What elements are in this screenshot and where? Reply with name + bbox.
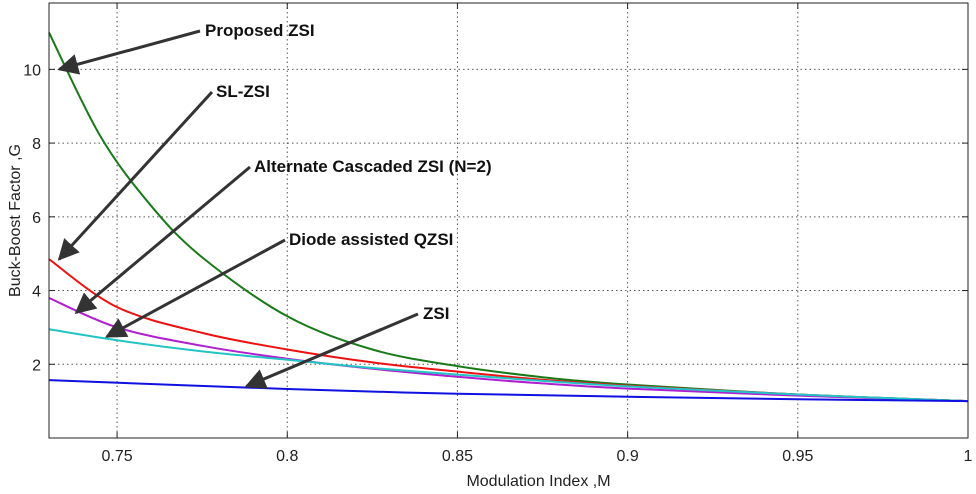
plot-area-frame [48, 2, 969, 439]
ticks: 0.75 0.8 0.85 0.9 0.95 1 2 4 6 8 10 [23, 3, 973, 465]
annotation-arrow [74, 165, 251, 315]
x-tick-label: 0.95 [782, 448, 813, 465]
y-tick-label: 10 [23, 62, 41, 79]
series-group [48, 32, 969, 403]
annotation-arrow [57, 90, 214, 261]
annotation-arrow [244, 312, 419, 389]
annotation-label: Alternate Cascaded ZSI (N=2) [254, 157, 492, 176]
y-tick-label: 2 [32, 357, 41, 374]
x-tick-label: 0.8 [276, 448, 298, 465]
x-tick-label: 1 [964, 448, 973, 465]
annotation-arrow [57, 29, 201, 75]
series-line-sl-zsi [48, 258, 969, 403]
annotation-label: Diode assisted QZSI [289, 230, 453, 249]
y-tick-label: 6 [32, 210, 41, 227]
x-axis-label: Modulation Index ,M [466, 473, 610, 490]
annotation-label: ZSI [423, 304, 449, 323]
annotation-label: SL-ZSI [216, 82, 270, 101]
annotations: Proposed ZSI SL-ZSI Alternate Cascaded ZSI… [57, 21, 492, 389]
x-tick-label: 0.9 [617, 448, 639, 465]
series-line-zsi [48, 379, 969, 403]
x-tick-label: 0.85 [442, 448, 473, 465]
y-tick-label: 8 [32, 136, 41, 153]
series-line-diode-assisted-qzsi [48, 328, 969, 403]
y-tick-label: 4 [32, 284, 41, 301]
grid [49, 3, 969, 438]
annotation-label: Proposed ZSI [205, 21, 315, 40]
annotation-arrow [105, 238, 286, 338]
x-tick-label: 0.75 [102, 448, 133, 465]
y-axis-label: Buck-Boost Factor ,G [7, 144, 24, 297]
series-line-alternate-cascaded-zsi-n-2 [48, 296, 969, 403]
